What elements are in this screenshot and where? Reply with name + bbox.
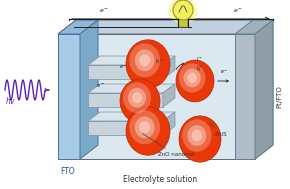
Ellipse shape — [184, 68, 201, 87]
Polygon shape — [235, 20, 273, 34]
Polygon shape — [88, 65, 163, 79]
Ellipse shape — [179, 63, 205, 92]
Text: Pt/FTO: Pt/FTO — [276, 86, 282, 108]
Polygon shape — [255, 20, 273, 159]
Polygon shape — [88, 93, 163, 107]
Ellipse shape — [129, 110, 160, 144]
Polygon shape — [163, 84, 175, 107]
Ellipse shape — [179, 116, 221, 162]
Ellipse shape — [139, 54, 150, 66]
Text: $e^-$: $e^-$ — [95, 82, 104, 90]
Ellipse shape — [168, 0, 198, 24]
Text: $h^+$: $h^+$ — [155, 57, 164, 67]
Ellipse shape — [129, 43, 160, 77]
Text: $e^-$: $e^-$ — [119, 63, 127, 71]
Polygon shape — [58, 20, 98, 34]
Ellipse shape — [187, 125, 206, 146]
Ellipse shape — [120, 79, 160, 123]
Polygon shape — [80, 20, 98, 159]
Text: Electrolyte solution: Electrolyte solution — [123, 174, 197, 184]
Polygon shape — [88, 56, 175, 65]
Text: $e^-$: $e^-$ — [99, 7, 109, 15]
Polygon shape — [88, 121, 163, 135]
Ellipse shape — [128, 88, 146, 108]
Polygon shape — [235, 34, 255, 159]
Polygon shape — [178, 20, 188, 27]
Polygon shape — [88, 84, 175, 93]
Text: ZnO nanorod: ZnO nanorod — [142, 133, 194, 157]
Ellipse shape — [192, 130, 202, 141]
Polygon shape — [58, 34, 255, 159]
Text: ZAIS: ZAIS — [210, 123, 228, 136]
Text: $hv$: $hv$ — [5, 95, 17, 106]
Polygon shape — [58, 20, 273, 34]
Polygon shape — [58, 34, 80, 159]
Ellipse shape — [123, 82, 151, 113]
Ellipse shape — [135, 116, 155, 138]
Text: $I^-$: $I^-$ — [196, 55, 203, 63]
Text: $I_3^-$: $I_3^-$ — [196, 64, 203, 74]
Polygon shape — [163, 56, 175, 79]
Text: $e^-$: $e^-$ — [233, 7, 243, 15]
Ellipse shape — [139, 121, 150, 133]
Ellipse shape — [135, 50, 155, 71]
Polygon shape — [88, 112, 175, 121]
Ellipse shape — [126, 107, 170, 155]
Polygon shape — [255, 20, 273, 159]
Ellipse shape — [173, 0, 193, 20]
Ellipse shape — [126, 40, 170, 88]
Text: FTO: FTO — [61, 167, 75, 176]
Ellipse shape — [176, 60, 214, 102]
Text: $e^-$: $e^-$ — [220, 68, 228, 76]
Ellipse shape — [182, 119, 211, 152]
Polygon shape — [163, 112, 175, 135]
Ellipse shape — [187, 73, 197, 83]
Ellipse shape — [132, 92, 142, 103]
